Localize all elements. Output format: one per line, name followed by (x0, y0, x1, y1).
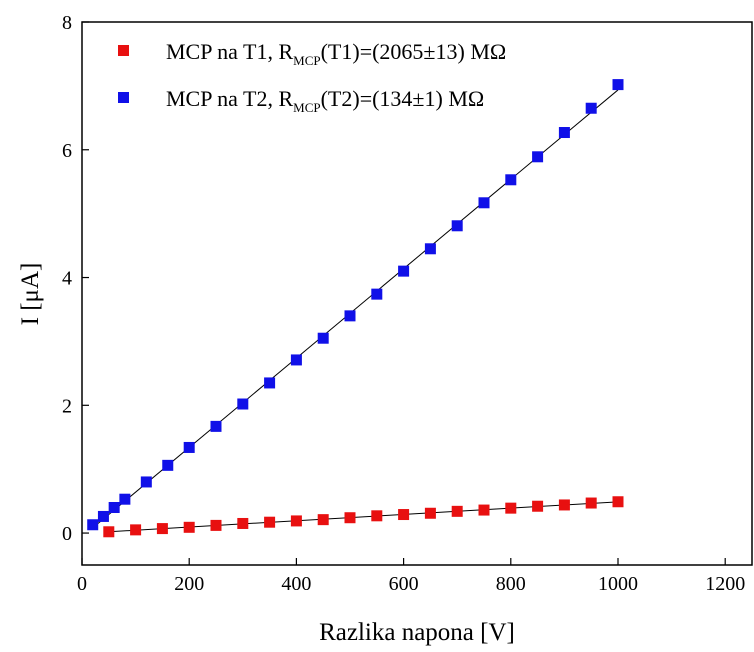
data-point-series-1 (451, 505, 463, 517)
data-point-series-1 (103, 526, 115, 538)
y-tick-label: 4 (62, 268, 72, 290)
data-point-series-2 (371, 288, 383, 300)
x-tick-label: 0 (77, 573, 87, 595)
legend-marker-series-2 (118, 92, 129, 103)
data-point-series-2 (398, 265, 410, 277)
data-point-series-2 (97, 510, 109, 522)
legend-label-series-2-sub: MCP (293, 100, 320, 115)
legend-label-series-1-rest: (T1)=(2065±13) MΩ (321, 39, 507, 64)
x-tick-label: 800 (496, 573, 526, 595)
data-point-series-1 (532, 500, 544, 512)
data-point-series-1 (612, 496, 624, 508)
data-point-series-1 (585, 497, 597, 509)
y-tick-label: 2 (62, 395, 72, 417)
legend-label-series-1-sub: MCP (293, 53, 320, 68)
data-point-series-1 (210, 519, 222, 531)
data-point-series-2 (478, 197, 490, 209)
legend-label-series-2-rest: (T2)=(134±1) MΩ (321, 86, 485, 111)
ticks-layer: 0 200 400 600 800 1000 1200 0 2 4 6 8 (62, 12, 745, 595)
data-point-series-2 (585, 102, 597, 114)
data-point-series-1 (478, 504, 490, 516)
data-point-series-2 (183, 441, 195, 453)
data-point-series-2 (140, 476, 152, 488)
data-point-series-2 (344, 310, 356, 322)
plot-area (81, 21, 753, 566)
data-point-series-1 (317, 514, 329, 526)
x-tick-label: 1200 (705, 573, 745, 595)
data-point-series-1 (156, 523, 168, 535)
data-point-series-2 (290, 354, 302, 366)
data-point-series-2 (317, 332, 329, 344)
legend: MCP na T1, RMCP(T1)=(2065±13) MΩ MCP na … (118, 39, 506, 115)
data-point-series-2 (532, 151, 544, 163)
data-point-series-2 (119, 493, 131, 505)
fit-line-series-2 (92, 89, 619, 529)
y-tick-label: 8 (62, 12, 72, 34)
legend-label-series-1-main: MCP na T1, R (166, 39, 293, 64)
data-point-series-1 (264, 516, 276, 528)
x-tick-label: 1000 (598, 573, 638, 595)
data-point-series-2 (558, 127, 570, 139)
data-point-series-1 (558, 499, 570, 511)
data-point-series-2 (210, 420, 222, 432)
data-point-series-1 (237, 517, 249, 529)
x-axis-title: Razlika napona [V] (319, 619, 515, 646)
y-tick-label: 0 (62, 523, 72, 545)
legend-marker-series-1 (118, 45, 129, 56)
legend-label-series-2: MCP na T2, RMCP(T2)=(134±1) MΩ (166, 86, 484, 115)
data-point-series-1 (371, 510, 383, 522)
y-tick-label: 6 (62, 140, 72, 162)
data-point-series-1 (290, 515, 302, 527)
data-point-series-2 (264, 377, 276, 389)
data-point-series-2 (424, 243, 436, 255)
legend-label-series-1: MCP na T1, RMCP(T1)=(2065±13) MΩ (166, 39, 506, 68)
data-point-series-2 (108, 502, 120, 514)
data-point-series-2 (87, 519, 99, 531)
data-point-series-2 (612, 79, 624, 91)
data-point-series-2 (505, 174, 517, 186)
x-tick-label: 400 (281, 573, 311, 595)
data-point-series-1 (344, 512, 356, 524)
y-axis-title: I [μA] (17, 263, 44, 326)
data-point-series-2 (451, 220, 463, 232)
data-point-series-1 (398, 509, 410, 521)
data-point-series-1 (505, 502, 517, 514)
data-points (87, 79, 624, 538)
data-point-series-1 (424, 507, 436, 519)
x-tick-label: 200 (174, 573, 204, 595)
data-point-series-1 (130, 524, 142, 536)
data-point-series-1 (183, 521, 195, 533)
legend-label-series-2-main: MCP na T2, R (166, 86, 293, 111)
data-point-series-2 (237, 398, 249, 410)
x-tick-label: 600 (389, 573, 419, 595)
data-point-series-2 (162, 459, 174, 471)
